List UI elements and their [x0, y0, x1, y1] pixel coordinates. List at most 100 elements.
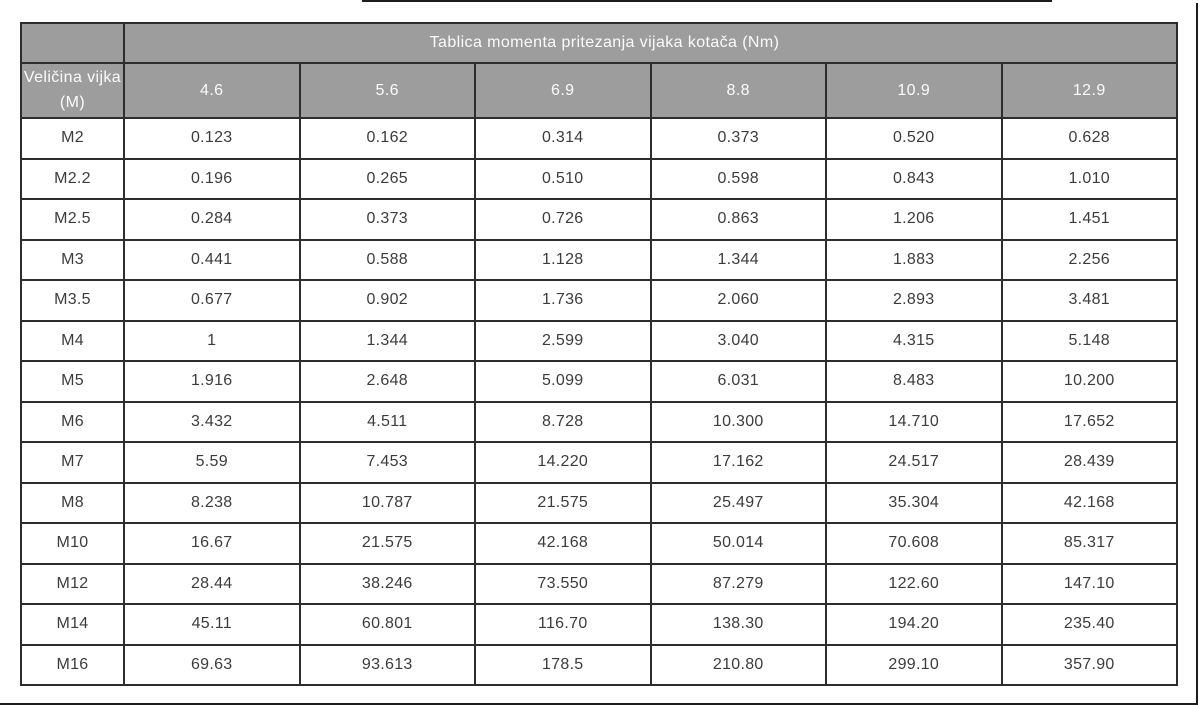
torque-table: Tablica momenta pritezanja vijaka kotača…: [20, 22, 1178, 686]
torque-value-cell: 1.451: [1000, 198, 1178, 241]
torque-value-cell: 24.517: [825, 441, 1003, 484]
torque-value-cell: 3.432: [123, 400, 301, 443]
torque-value-cell: 70.608: [825, 522, 1003, 565]
torque-value-cell: 17.162: [649, 441, 827, 484]
row-label-M6: M6: [20, 400, 125, 443]
cropped-element-border-top: [362, 0, 1052, 2]
torque-value-cell: 138.30: [649, 603, 827, 646]
torque-value-cell: 0.373: [298, 198, 476, 241]
corner-empty-cell: [20, 22, 125, 64]
torque-value-cell: 5.099: [474, 360, 652, 403]
torque-value-cell: 21.575: [474, 481, 652, 524]
torque-value-cell: 1: [123, 319, 301, 362]
column-header-4.6: 4.6: [123, 62, 301, 119]
torque-value-cell: 45.11: [123, 603, 301, 646]
torque-value-cell: 28.439: [1000, 441, 1178, 484]
torque-value-cell: 0.314: [474, 117, 652, 160]
table-title-row: Tablica momenta pritezanja vijaka kotača…: [20, 22, 1178, 64]
torque-value-cell: 10.300: [649, 400, 827, 443]
table-row: M12 28.44 38.246 73.550 87.279 122.60 147.10: [20, 562, 1178, 605]
torque-value-cell: 6.031: [649, 360, 827, 403]
torque-value-cell: 0.588: [298, 238, 476, 281]
torque-value-cell: 210.80: [649, 643, 827, 686]
torque-value-cell: 93.613: [298, 643, 476, 686]
torque-value-cell: 178.5: [474, 643, 652, 686]
torque-value-cell: 17.652: [1000, 400, 1178, 443]
column-header-10.9: 10.9: [825, 62, 1003, 119]
torque-value-cell: 1.736: [474, 279, 652, 322]
torque-value-cell: 0.677: [123, 279, 301, 322]
torque-value-cell: 0.628: [1000, 117, 1178, 160]
torque-value-cell: 1.344: [298, 319, 476, 362]
column-header-8.8: 8.8: [649, 62, 827, 119]
table-row: M2.2 0.196 0.265 0.510 0.598 0.843 1.010: [20, 157, 1178, 200]
torque-value-cell: 357.90: [1000, 643, 1178, 686]
torque-value-cell: 42.168: [474, 522, 652, 565]
torque-value-cell: 2.060: [649, 279, 827, 322]
table-row: M4 1 1.344 2.599 3.040 4.315 5.148: [20, 319, 1178, 362]
torque-value-cell: 8.728: [474, 400, 652, 443]
row-label-M4: M4: [20, 319, 125, 362]
row-label-M2.5: M2.5: [20, 198, 125, 241]
column-header-6.9: 6.9: [474, 62, 652, 119]
torque-value-cell: 85.317: [1000, 522, 1178, 565]
torque-value-cell: 73.550: [474, 562, 652, 605]
torque-value-cell: 0.902: [298, 279, 476, 322]
torque-value-cell: 2.256: [1000, 238, 1178, 281]
torque-value-cell: 4.511: [298, 400, 476, 443]
row-label-M12: M12: [20, 562, 125, 605]
torque-value-cell: 2.599: [474, 319, 652, 362]
torque-value-cell: 10.787: [298, 481, 476, 524]
table-row: M3.5 0.677 0.902 1.736 2.060 2.893 3.481: [20, 279, 1178, 322]
torque-value-cell: 299.10: [825, 643, 1003, 686]
torque-value-cell: 8.483: [825, 360, 1003, 403]
torque-value-cell: 21.575: [298, 522, 476, 565]
column-header-5.6: 5.6: [298, 62, 476, 119]
torque-value-cell: 38.246: [298, 562, 476, 605]
torque-value-cell: 35.304: [825, 481, 1003, 524]
torque-value-cell: 69.63: [123, 643, 301, 686]
torque-value-cell: 2.893: [825, 279, 1003, 322]
table-row: M14 45.11 60.801 116.70 138.30 194.20 235.40: [20, 603, 1178, 646]
table-row: M2.5 0.284 0.373 0.726 0.863 1.206 1.451: [20, 198, 1178, 241]
torque-value-cell: 147.10: [1000, 562, 1178, 605]
torque-value-cell: 0.265: [298, 157, 476, 200]
torque-value-cell: 0.598: [649, 157, 827, 200]
torque-value-cell: 87.279: [649, 562, 827, 605]
table-row: M3 0.441 0.588 1.128 1.344 1.883 2.256: [20, 238, 1178, 281]
torque-value-cell: 42.168: [1000, 481, 1178, 524]
row-label-M2.2: M2.2: [20, 157, 125, 200]
torque-value-cell: 8.238: [123, 481, 301, 524]
torque-value-cell: 0.726: [474, 198, 652, 241]
torque-value-cell: 0.441: [123, 238, 301, 281]
torque-value-cell: 5.148: [1000, 319, 1178, 362]
torque-value-cell: 4.315: [825, 319, 1003, 362]
table-row: M6 3.432 4.511 8.728 10.300 14.710 17.652: [20, 400, 1178, 443]
torque-value-cell: 28.44: [123, 562, 301, 605]
row-label-M10: M10: [20, 522, 125, 565]
torque-value-cell: 7.453: [298, 441, 476, 484]
torque-value-cell: 0.162: [298, 117, 476, 160]
row-label-M16: M16: [20, 643, 125, 686]
page-frame-right: [1196, 3, 1198, 705]
torque-value-cell: 0.284: [123, 198, 301, 241]
torque-value-cell: 1.128: [474, 238, 652, 281]
torque-value-cell: 1.010: [1000, 157, 1178, 200]
torque-value-cell: 1.883: [825, 238, 1003, 281]
table-row: M10 16.67 21.575 42.168 50.014 70.608 85.317: [20, 522, 1178, 565]
row-label-M14: M14: [20, 603, 125, 646]
torque-value-cell: 3.481: [1000, 279, 1178, 322]
torque-value-cell: 1.344: [649, 238, 827, 281]
page-frame-bottom: [0, 703, 1198, 705]
torque-value-cell: 235.40: [1000, 603, 1178, 646]
torque-value-cell: 1.206: [825, 198, 1003, 241]
row-label-M3.5: M3.5: [20, 279, 125, 322]
torque-value-cell: 16.67: [123, 522, 301, 565]
torque-value-cell: 2.648: [298, 360, 476, 403]
torque-value-cell: 194.20: [825, 603, 1003, 646]
torque-value-cell: 10.200: [1000, 360, 1178, 403]
torque-value-cell: 5.59: [123, 441, 301, 484]
table-row: M2 0.123 0.162 0.314 0.373 0.520 0.628: [20, 117, 1178, 160]
torque-value-cell: 0.520: [825, 117, 1003, 160]
